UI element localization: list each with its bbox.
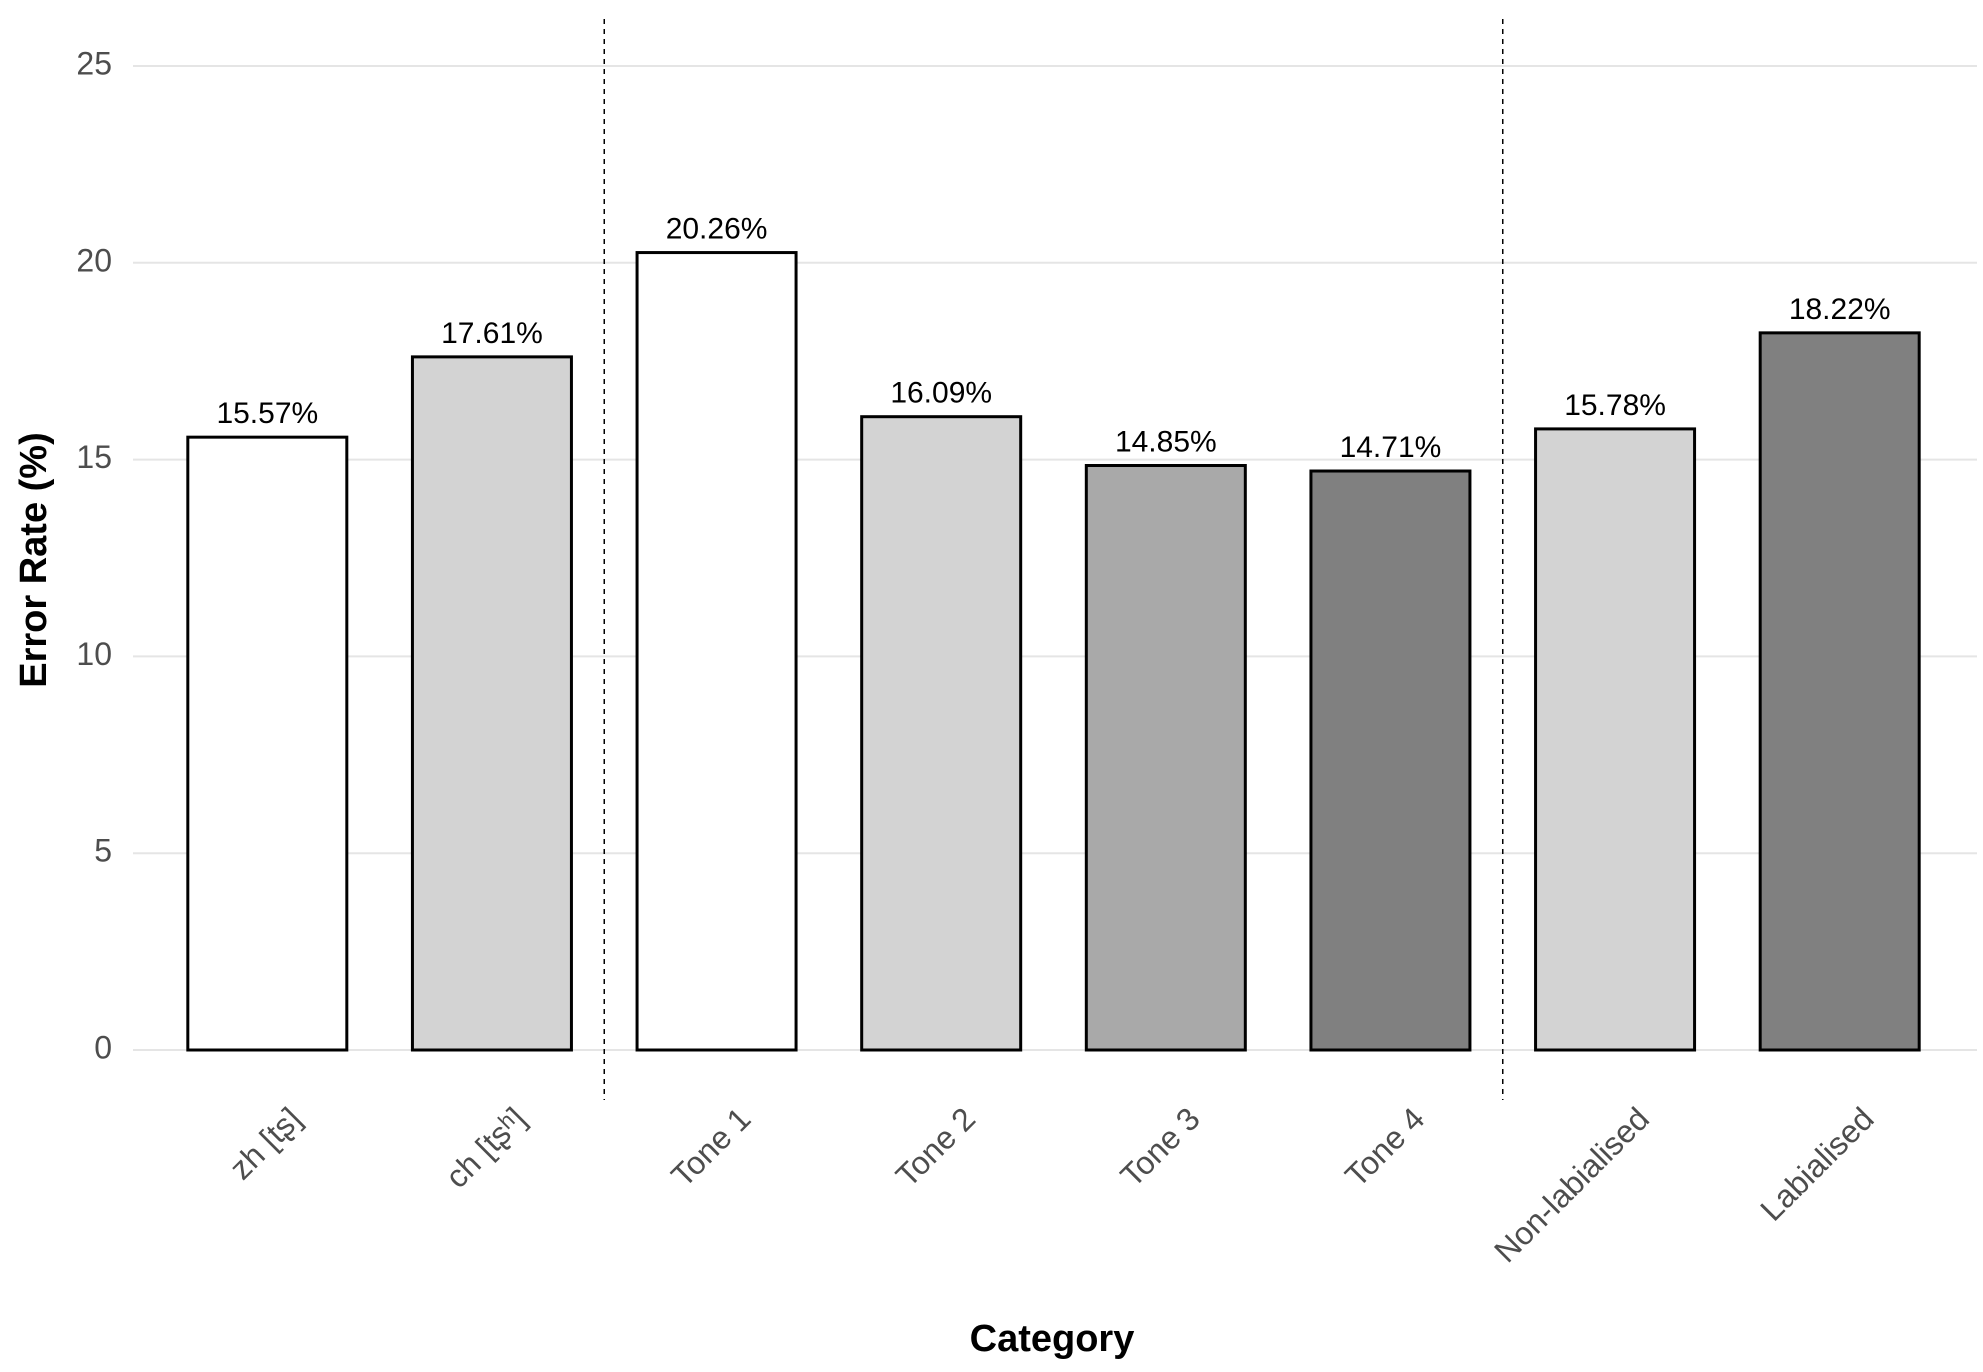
- x-tick-label: Non-labialised: [1487, 1100, 1656, 1269]
- x-tick-label: Tone 1: [664, 1100, 757, 1193]
- bar: [1309, 469, 1472, 1052]
- y-tick-label: 5: [94, 833, 112, 869]
- bar: [635, 251, 798, 1052]
- value-label: 14.71%: [1340, 431, 1442, 464]
- value-label: 14.85%: [1115, 425, 1217, 458]
- value-label: 15.57%: [216, 397, 318, 430]
- y-tick-label: 10: [76, 636, 112, 672]
- x-tick-label: zh [tʂ]: [222, 1100, 308, 1186]
- x-tick-label: Labialised: [1753, 1100, 1880, 1227]
- bar: [860, 415, 1023, 1052]
- bar: [186, 435, 349, 1052]
- value-label: 15.78%: [1564, 389, 1666, 422]
- value-label: 20.26%: [666, 212, 768, 245]
- x-axis-title: Category: [970, 1318, 1135, 1360]
- x-tick-label: Tone 3: [1113, 1100, 1206, 1193]
- x-tick-label: Tone 4: [1338, 1100, 1431, 1193]
- y-tick-label: 15: [76, 439, 112, 475]
- x-tick-label: Tone 2: [889, 1100, 982, 1193]
- value-label: 17.61%: [441, 317, 543, 350]
- value-label: 18.22%: [1789, 293, 1891, 326]
- value-label: 16.09%: [890, 377, 992, 410]
- y-tick-label: 25: [76, 45, 112, 81]
- bar: [410, 355, 573, 1052]
- x-tick-label: ch [tʂʰ]: [438, 1100, 532, 1194]
- bar: [1084, 464, 1247, 1052]
- y-axis-title: Error Rate (%): [13, 432, 55, 688]
- y-tick-label: 20: [76, 242, 112, 278]
- y-tick-label: 0: [94, 1029, 112, 1065]
- bar: [1758, 331, 1921, 1052]
- bar: [1534, 427, 1697, 1052]
